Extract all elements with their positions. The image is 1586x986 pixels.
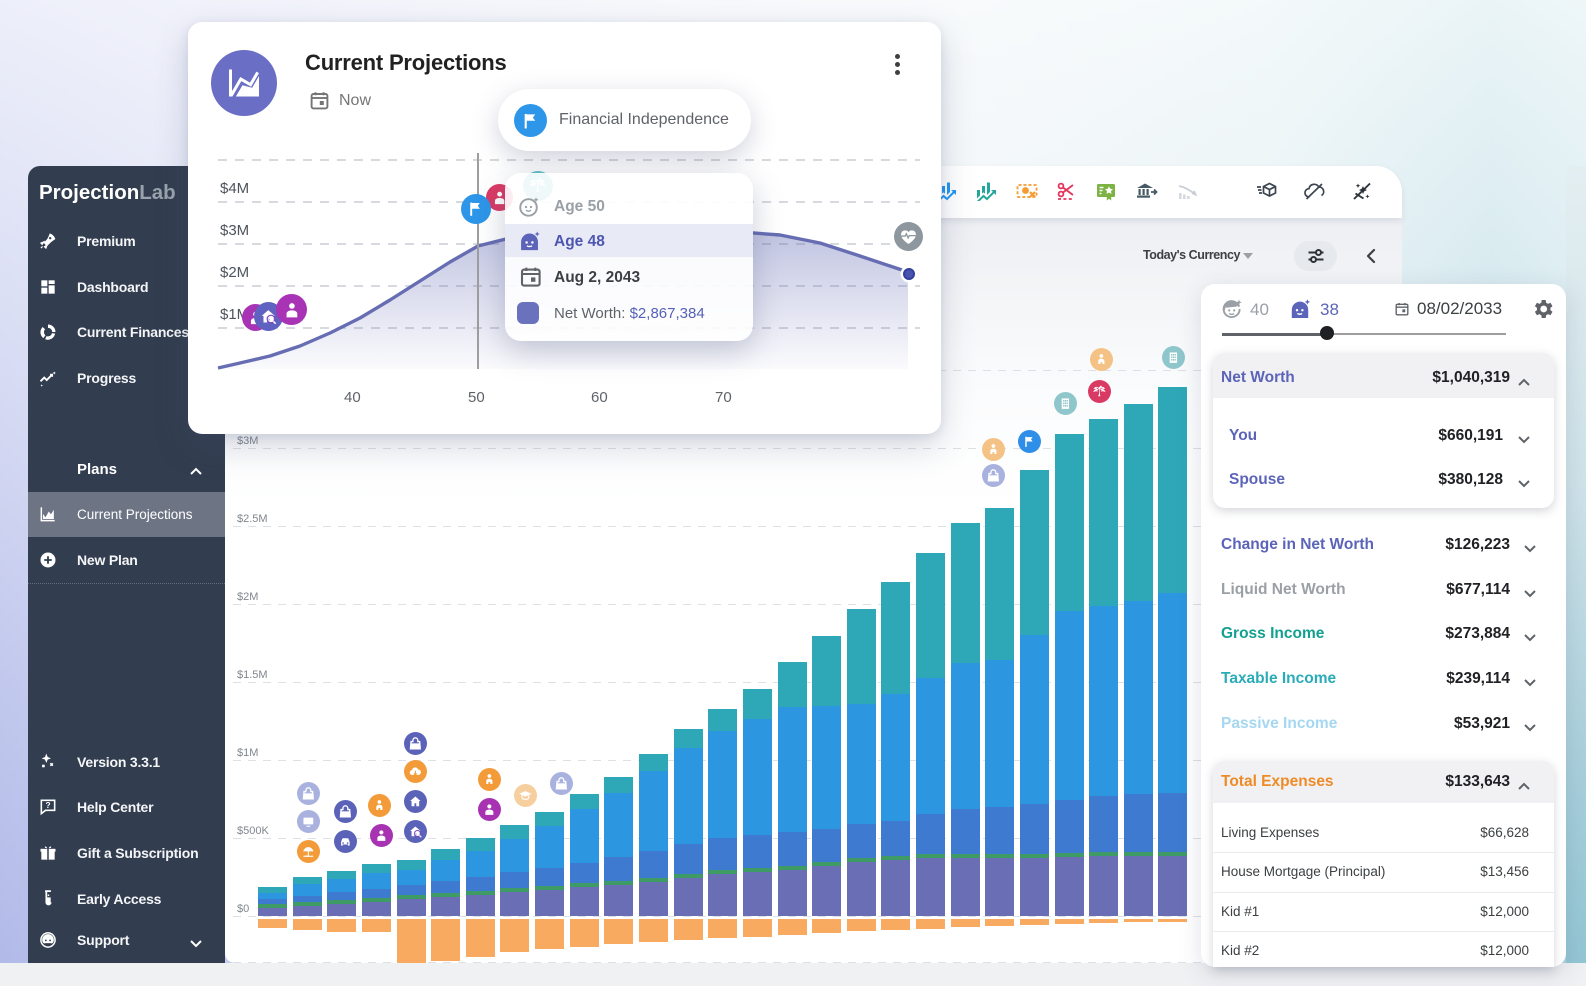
svg-text:?: ? <box>45 800 50 810</box>
